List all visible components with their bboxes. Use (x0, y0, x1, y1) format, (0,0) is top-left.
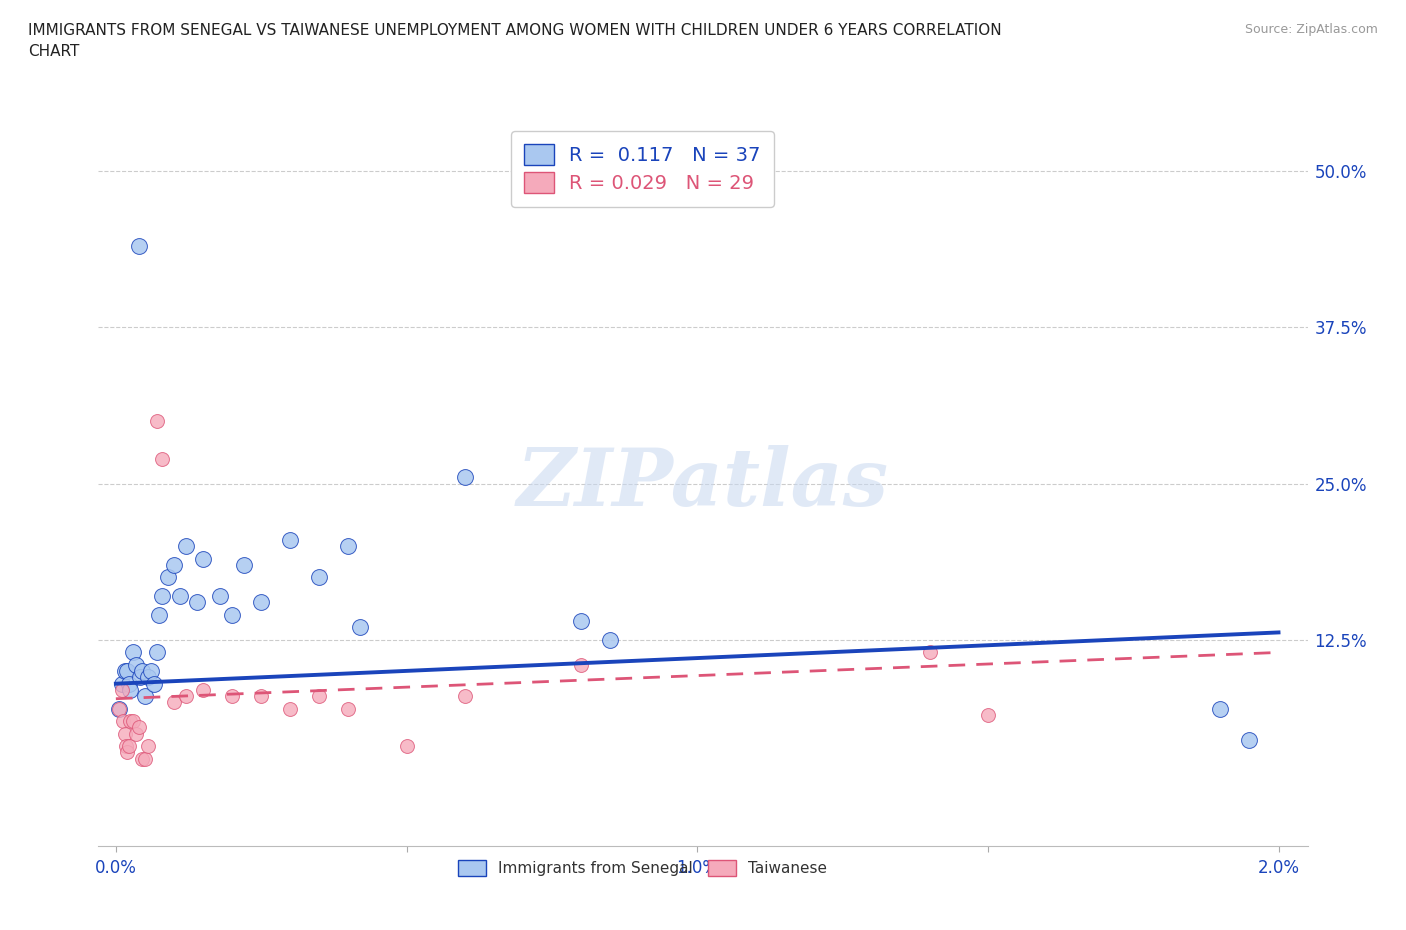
Point (145, 645, 167, 660)
Point (136, 738, 159, 753)
Text: ZIPatlas: ZIPatlas (517, 445, 889, 523)
Point (134, 689, 156, 704)
Point (136, 670, 159, 684)
Point (977, 708, 1000, 723)
Point (337, 701, 360, 716)
Point (191, 683, 214, 698)
Point (120, 714, 142, 729)
Point (131, 751, 153, 766)
Point (107, 701, 129, 716)
Point (157, 570, 180, 585)
Point (278, 701, 301, 716)
Point (349, 620, 371, 635)
Point (186, 595, 208, 610)
Text: IMMIGRANTS FROM SENEGAL VS TAIWANESE UNEMPLOYMENT AMONG WOMEN WITH CHILDREN UNDE: IMMIGRANTS FROM SENEGAL VS TAIWANESE UNE… (28, 23, 1001, 60)
Point (250, 689, 273, 704)
Point (1209, 701, 1232, 716)
Point (250, 595, 273, 610)
Point (125, 658, 148, 672)
Point (163, 695, 186, 710)
Point (114, 664, 136, 679)
Point (150, 451, 173, 466)
Point (118, 676, 141, 691)
Point (569, 614, 592, 629)
Point (115, 738, 138, 753)
Point (221, 607, 243, 622)
Point (131, 664, 153, 679)
Point (122, 714, 145, 729)
Point (134, 751, 156, 766)
Point (599, 632, 621, 647)
Point (142, 676, 165, 691)
Point (232, 557, 254, 572)
Point (918, 645, 941, 660)
Point (278, 533, 301, 548)
Point (150, 589, 173, 604)
Point (174, 689, 197, 704)
Point (221, 689, 243, 704)
Point (111, 676, 134, 691)
Point (395, 738, 418, 753)
Point (337, 538, 360, 553)
Point (122, 645, 145, 660)
Point (117, 745, 139, 760)
Point (308, 570, 330, 585)
Point (120, 683, 142, 698)
Point (308, 689, 330, 704)
Point (1239, 733, 1261, 748)
Point (163, 557, 186, 572)
Point (145, 414, 167, 429)
Point (209, 589, 232, 604)
Point (148, 607, 170, 622)
Point (169, 589, 191, 604)
Point (114, 726, 136, 741)
Legend: Immigrants from Senegal, Taiwanese: Immigrants from Senegal, Taiwanese (453, 854, 832, 883)
Point (569, 658, 592, 672)
Point (139, 664, 162, 679)
Point (107, 701, 129, 716)
Point (453, 689, 475, 704)
Point (128, 238, 150, 253)
Point (191, 551, 214, 566)
Point (118, 738, 141, 753)
Point (125, 726, 148, 741)
Point (453, 470, 475, 485)
Text: Source: ZipAtlas.com: Source: ZipAtlas.com (1244, 23, 1378, 36)
Point (128, 720, 150, 735)
Point (111, 714, 134, 729)
Point (129, 670, 152, 684)
Point (111, 683, 134, 698)
Point (174, 538, 197, 553)
Point (117, 664, 139, 679)
